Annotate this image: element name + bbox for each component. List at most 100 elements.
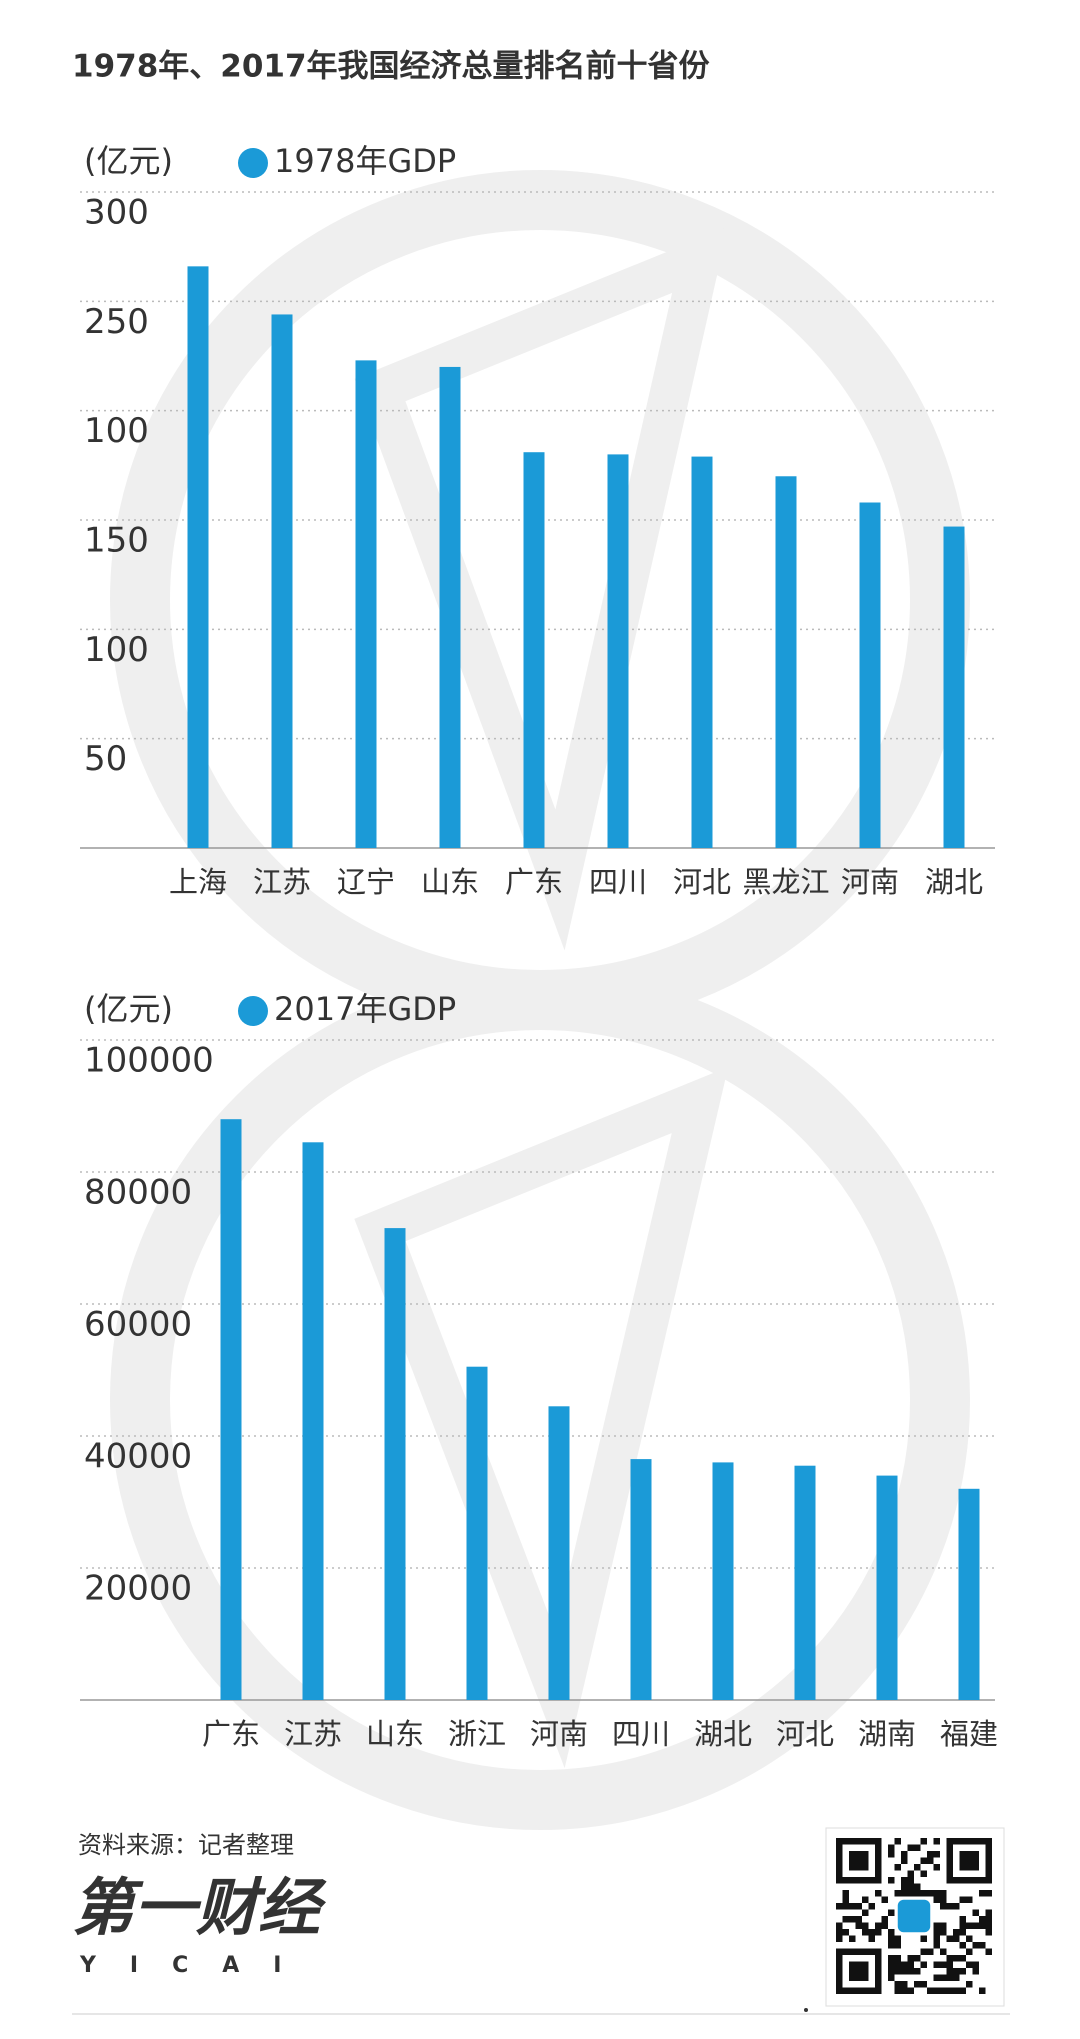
qr-module <box>920 1981 927 1988</box>
bar <box>794 1465 816 1700</box>
qr-module <box>888 1968 895 1975</box>
qr-module <box>933 1922 940 1929</box>
qr-module <box>907 1877 914 1884</box>
qr-module <box>946 1935 953 1942</box>
y-tick-label: 300 <box>84 193 149 233</box>
qr-module <box>920 1857 927 1864</box>
qr-module <box>888 1974 895 1981</box>
chart: (亿元) 2017年GDP 20000 40000 60000 80000 100000 广东… <box>80 990 998 1751</box>
qr-module <box>985 1929 992 1936</box>
y-tick-label: 50 <box>84 739 127 779</box>
qr-module <box>940 1987 947 1994</box>
qr-module <box>907 1870 914 1877</box>
qr-module <box>933 1929 940 1936</box>
qr-module <box>901 1857 908 1864</box>
x-tick-label: 黑龙江 <box>742 865 829 899</box>
qr-module <box>927 1890 934 1897</box>
y-tick-label: 40000 <box>84 1437 192 1477</box>
bar <box>384 1228 406 1700</box>
chart: (亿元) 1978年GDP 50 100 150 100 250 300 上海 江苏 辽宁 山东 广东四… <box>80 142 995 899</box>
bar <box>355 360 377 848</box>
logo-sub: YICAI <box>79 1953 315 1978</box>
legend-label: 2017年GDP <box>274 990 456 1028</box>
qr-module <box>946 1987 953 1994</box>
qr-module <box>868 1903 875 1910</box>
qr-module <box>888 1851 895 1858</box>
qr-module <box>979 1922 986 1929</box>
qr-module <box>888 1935 895 1942</box>
y-axis-label: (亿元) <box>84 990 173 1028</box>
qr-module <box>894 1864 901 1871</box>
qr-module <box>940 1961 947 1968</box>
y-axis-label: (亿元) <box>84 142 173 180</box>
qr-module <box>894 1890 901 1897</box>
qr-module <box>907 1955 914 1962</box>
qr-module <box>972 1909 979 1916</box>
qr-module <box>868 1935 875 1942</box>
qr-module <box>855 1903 862 1910</box>
qr-module <box>914 1955 921 1962</box>
qr-module <box>875 1890 882 1897</box>
qr-module <box>907 1844 914 1851</box>
qr-module <box>972 1922 979 1929</box>
qr-module <box>849 1903 856 1910</box>
qr-module <box>894 1961 901 1968</box>
qr-module <box>953 1968 960 1975</box>
qr-module <box>914 1864 921 1871</box>
qr-logo <box>897 1899 931 1933</box>
qr-module <box>907 1883 914 1890</box>
bar <box>523 452 545 848</box>
bar <box>302 1142 324 1700</box>
qr-module <box>933 1896 940 1903</box>
qr-module <box>914 1883 921 1890</box>
bar <box>943 526 965 848</box>
qr-module <box>927 1987 934 1994</box>
x-tick-label: 湖南 <box>858 1717 916 1751</box>
logo: 第一财经 <box>72 1871 327 1944</box>
qr-module <box>979 1987 986 1994</box>
x-tick-label: 山东 <box>366 1717 424 1751</box>
qr-module <box>940 1890 947 1897</box>
qr-module <box>959 1987 966 1994</box>
qr-module <box>901 1981 908 1988</box>
bar <box>607 454 629 848</box>
x-tick-label: 江苏 <box>253 865 311 899</box>
qr-module <box>862 1922 869 1929</box>
qr-module <box>933 1961 940 1968</box>
bar <box>859 502 881 848</box>
qr-module <box>901 1987 908 1994</box>
qr-module <box>979 1916 986 1923</box>
qr-module <box>940 1948 947 1955</box>
qr-module <box>940 1974 947 1981</box>
qr-module <box>966 1961 973 1968</box>
qr-module <box>901 1877 908 1884</box>
qr-module <box>849 1935 856 1942</box>
page-title: 1978年、2017年我国经济总量排名前十省份 <box>72 49 710 85</box>
qr-module <box>842 1916 849 1923</box>
charts: (亿元) 1978年GDP50100150100250300上海 江苏 辽宁 山东 广东四… <box>80 142 998 1751</box>
qr-module <box>953 1987 960 1994</box>
qr-module <box>894 1981 901 1988</box>
qr-module <box>901 1890 908 1897</box>
qr-finder <box>849 1851 869 1871</box>
qr-module <box>959 1929 966 1936</box>
qr-module <box>946 1955 953 1962</box>
qr-module <box>933 1935 940 1942</box>
qr-module <box>953 1903 960 1910</box>
qr-module <box>985 1909 992 1916</box>
qr-module <box>946 1961 953 1968</box>
qr-module <box>946 1974 953 1981</box>
qr-module <box>933 1838 940 1845</box>
qr-module <box>920 1935 927 1942</box>
qr-module <box>959 1896 966 1903</box>
y-tick-label: 80000 <box>84 1173 192 1213</box>
qr-module <box>881 1916 888 1923</box>
x-tick-label: 江苏 <box>284 1717 342 1751</box>
qr-module <box>836 1935 843 1942</box>
dot <box>804 2008 808 2012</box>
bar <box>630 1459 652 1700</box>
y-tick-label: 250 <box>84 302 149 342</box>
qr-module <box>972 1968 979 1975</box>
qr-module <box>855 1916 862 1923</box>
y-tick-label: 100 <box>84 630 149 670</box>
